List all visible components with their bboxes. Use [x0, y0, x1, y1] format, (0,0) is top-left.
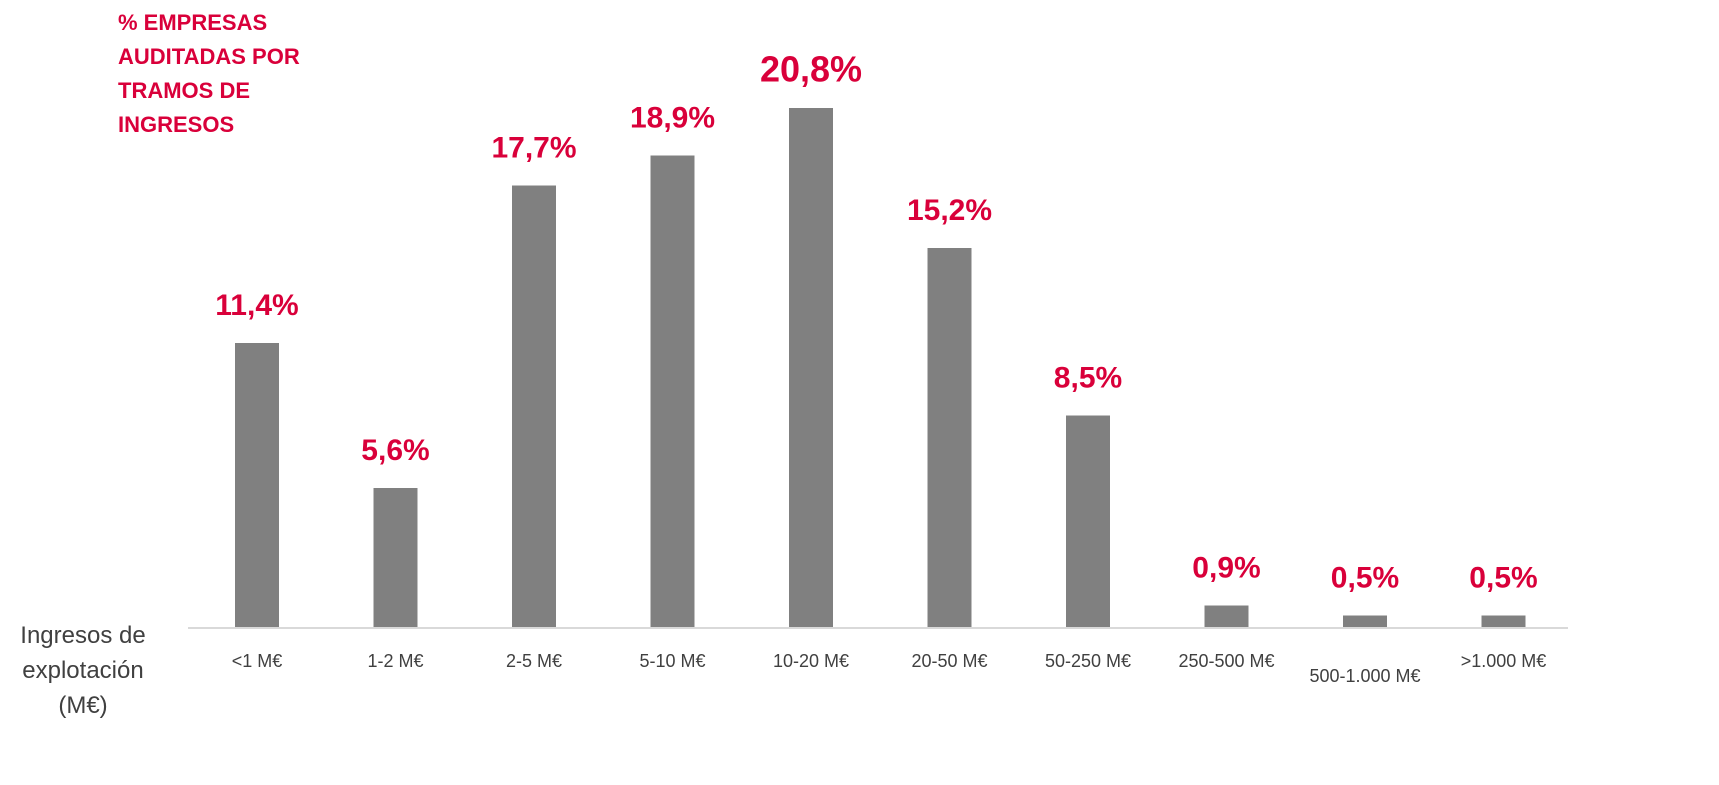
x-tick-label: 20-50 M€ — [911, 651, 987, 671]
data-label: 20,8% — [760, 49, 862, 90]
bar — [1066, 415, 1110, 628]
data-label: 0,9% — [1192, 551, 1260, 584]
bar — [235, 343, 279, 628]
bar — [927, 248, 972, 628]
x-axis-label: Ingresos de explotación (M€) — [20, 622, 146, 719]
data-label: 0,5% — [1331, 561, 1399, 594]
data-label: 17,7% — [491, 131, 576, 164]
bar — [650, 155, 695, 628]
data-label: 8,5% — [1054, 361, 1122, 394]
x-tick-label: 250-500 M€ — [1178, 651, 1274, 671]
bar — [1481, 615, 1526, 628]
x-tick-label: 500-1.000 M€ — [1309, 666, 1420, 686]
x-tick-label: 10-20 M€ — [773, 651, 849, 671]
x-tick-label: 50-250 M€ — [1045, 651, 1131, 671]
data-label: 5,6% — [361, 434, 429, 467]
chart-title: % EMPRESAS AUDITADAS POR TRAMOS DE INGRE… — [118, 10, 300, 137]
data-label: 15,2% — [907, 194, 992, 227]
x-tick-label: 1-2 M€ — [367, 651, 423, 671]
x-tick-label: <1 M€ — [232, 651, 283, 671]
bar — [512, 185, 556, 628]
bar — [1343, 615, 1387, 628]
data-label: 11,4% — [215, 289, 298, 322]
bar — [1204, 605, 1249, 628]
x-tick-label: 5-10 M€ — [639, 651, 705, 671]
x-tick-label: 2-5 M€ — [506, 651, 562, 671]
x-tick-label: >1.000 M€ — [1461, 651, 1547, 671]
data-label: 18,9% — [630, 101, 715, 134]
data-label: 0,5% — [1469, 561, 1537, 594]
bar — [373, 488, 418, 628]
bar — [789, 108, 833, 628]
